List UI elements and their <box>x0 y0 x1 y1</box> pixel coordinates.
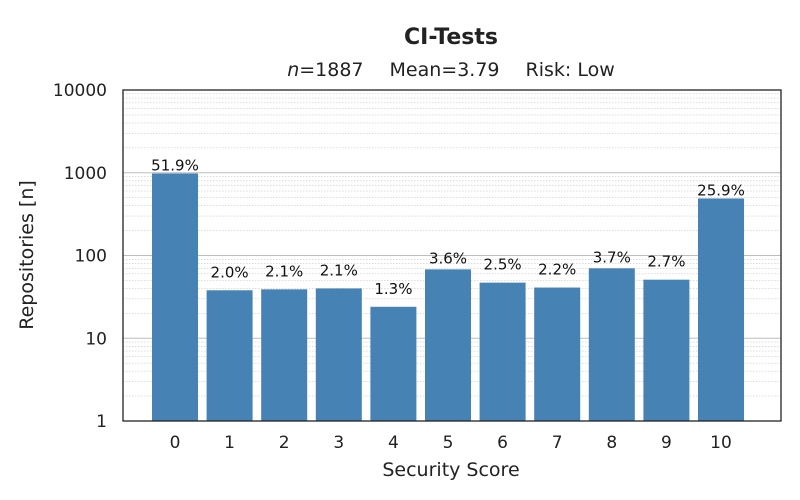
y-axis: 1 10 100 1000 10000 <box>53 81 107 432</box>
y-tick-label: 1000 <box>64 164 107 184</box>
bar-labels: 51.9% 2.0% 2.1% 2.1% 1.3% 3.6% 2.5% 2.2% 3.7% 2.7… <box>151 156 745 297</box>
x-tick-label: 9 <box>661 433 672 453</box>
x-tick-label: 5 <box>443 433 454 453</box>
y-tick-label: 100 <box>75 247 107 267</box>
plot-frame <box>122 89 782 422</box>
x-tick-label: 2 <box>279 433 290 453</box>
bar-label-4: 1.3% <box>374 280 412 298</box>
bar-1 <box>206 290 253 421</box>
bar-8 <box>588 268 635 421</box>
subtitle-mean: Mean=3.79 <box>390 59 500 81</box>
subtitle-risk: Risk: Low <box>526 59 615 81</box>
x-tick-label: 0 <box>170 433 181 453</box>
x-tick-label: 3 <box>333 433 344 453</box>
bar-7 <box>534 287 581 421</box>
chart-subtitle: n=1887 Mean=3.79 Risk: Low <box>287 59 615 81</box>
bar-label-10: 25.9% <box>697 181 745 199</box>
bar-label-0: 51.9% <box>151 156 199 174</box>
y-tick-label: 1 <box>96 412 107 432</box>
x-axis-label: Security Score <box>382 459 519 481</box>
bars <box>152 173 744 421</box>
y-tick-label: 10 <box>85 329 107 349</box>
bar-label-2: 2.1% <box>265 262 303 280</box>
bar-label-6: 2.5% <box>484 256 522 274</box>
chart-title: CI-Tests <box>404 25 498 50</box>
bar-label-8: 3.7% <box>593 248 631 266</box>
bar-9 <box>643 279 690 421</box>
bar-label-9: 2.7% <box>647 253 685 271</box>
bar-10 <box>698 198 744 421</box>
x-tick-label: 6 <box>497 433 508 453</box>
bar-label-5: 3.6% <box>429 249 467 267</box>
bar-5 <box>425 269 471 421</box>
x-tick-label: 8 <box>606 433 617 453</box>
x-tick-label: 10 <box>710 433 732 453</box>
bar-label-3: 2.1% <box>320 261 358 279</box>
subtitle-n-value: =1887 <box>299 59 363 81</box>
x-tick-label: 1 <box>224 433 235 453</box>
bar-3 <box>315 288 362 421</box>
y-tick-label: 10000 <box>53 81 107 101</box>
bar-2 <box>261 289 308 421</box>
bar-label-7: 2.2% <box>538 261 576 279</box>
x-tick-label: 7 <box>552 433 563 453</box>
bar-4 <box>370 306 417 421</box>
x-axis: 0 1 2 3 4 5 6 7 8 9 10 <box>170 433 732 453</box>
subtitle-n-label: n <box>287 59 299 81</box>
bar-6 <box>479 282 526 421</box>
bar-0 <box>152 173 198 421</box>
x-tick-label: 4 <box>388 433 399 453</box>
y-axis-label: Repositories [n] <box>16 180 38 330</box>
bar-label-1: 2.0% <box>211 263 249 281</box>
